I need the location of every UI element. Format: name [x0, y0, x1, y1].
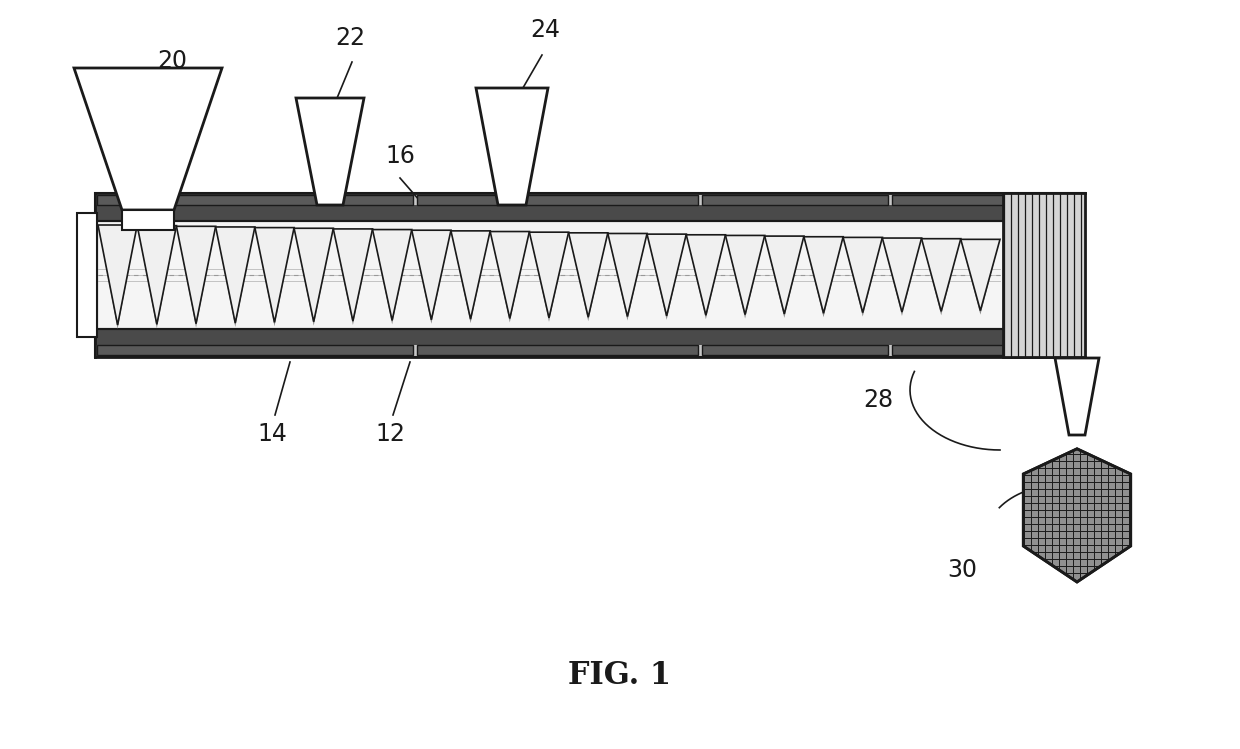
Polygon shape [569, 233, 608, 321]
Polygon shape [1023, 449, 1131, 582]
Polygon shape [138, 225, 176, 328]
Polygon shape [569, 233, 608, 317]
Polygon shape [883, 238, 921, 316]
Polygon shape [334, 229, 372, 325]
FancyBboxPatch shape [892, 195, 1083, 205]
Text: FIG. 1: FIG. 1 [568, 660, 672, 691]
FancyBboxPatch shape [122, 210, 174, 230]
Text: 22: 22 [335, 26, 365, 50]
Polygon shape [412, 230, 451, 324]
FancyBboxPatch shape [97, 345, 413, 355]
Polygon shape [1055, 358, 1099, 435]
Polygon shape [647, 234, 686, 320]
FancyBboxPatch shape [417, 345, 698, 355]
Polygon shape [529, 232, 569, 318]
Polygon shape [296, 98, 365, 205]
Polygon shape [176, 226, 216, 328]
Polygon shape [451, 231, 490, 323]
Polygon shape [98, 225, 138, 325]
Polygon shape [476, 88, 548, 205]
Polygon shape [883, 238, 921, 312]
Text: 24: 24 [529, 18, 560, 42]
Text: 28: 28 [863, 388, 893, 412]
Text: 14: 14 [257, 422, 286, 446]
FancyBboxPatch shape [417, 195, 698, 205]
Polygon shape [176, 226, 216, 324]
FancyBboxPatch shape [702, 195, 888, 205]
Polygon shape [961, 240, 999, 315]
Polygon shape [255, 228, 294, 327]
FancyBboxPatch shape [95, 193, 1085, 357]
Text: 30: 30 [947, 558, 977, 582]
Polygon shape [294, 228, 334, 326]
Polygon shape [921, 239, 961, 312]
Polygon shape [255, 228, 294, 322]
Polygon shape [725, 235, 765, 318]
Polygon shape [765, 236, 804, 314]
Polygon shape [686, 234, 725, 315]
Polygon shape [74, 68, 222, 210]
Polygon shape [138, 225, 176, 324]
Text: 20: 20 [157, 49, 187, 73]
Polygon shape [843, 237, 883, 317]
Polygon shape [334, 229, 372, 321]
Polygon shape [412, 230, 451, 320]
Polygon shape [608, 234, 647, 321]
FancyBboxPatch shape [77, 213, 97, 337]
FancyBboxPatch shape [892, 345, 1083, 355]
FancyBboxPatch shape [95, 205, 1085, 221]
FancyBboxPatch shape [95, 329, 1085, 345]
Polygon shape [490, 231, 529, 323]
Polygon shape [372, 229, 412, 324]
Polygon shape [686, 234, 725, 319]
Polygon shape [216, 227, 255, 327]
Polygon shape [490, 231, 529, 318]
Text: 16: 16 [386, 144, 415, 168]
FancyBboxPatch shape [702, 345, 888, 355]
Polygon shape [921, 239, 961, 315]
Polygon shape [451, 231, 490, 319]
Polygon shape [804, 237, 843, 318]
Polygon shape [647, 234, 686, 316]
Polygon shape [294, 228, 334, 322]
FancyBboxPatch shape [1003, 193, 1085, 357]
Polygon shape [725, 235, 765, 315]
Polygon shape [372, 229, 412, 321]
FancyBboxPatch shape [97, 221, 1083, 329]
Polygon shape [843, 237, 883, 312]
Polygon shape [961, 240, 999, 311]
Polygon shape [608, 234, 647, 317]
Text: 12: 12 [374, 422, 405, 446]
Polygon shape [529, 232, 569, 322]
Polygon shape [804, 237, 843, 313]
FancyBboxPatch shape [97, 195, 413, 205]
Polygon shape [216, 227, 255, 323]
Polygon shape [98, 225, 138, 329]
Polygon shape [765, 236, 804, 318]
